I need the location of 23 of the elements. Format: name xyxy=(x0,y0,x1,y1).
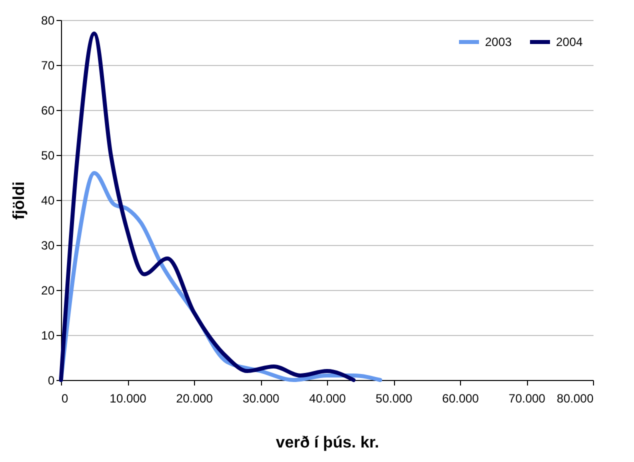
x-tick-label: 70.000 xyxy=(508,392,546,406)
x-tick-label: 40.000 xyxy=(309,392,346,406)
y-tick-label: 80 xyxy=(41,14,55,28)
x-tick-label: 30.000 xyxy=(242,392,280,406)
y-tick-label: 40 xyxy=(41,194,55,208)
y-tick-label: 70 xyxy=(41,58,55,72)
y-tick-label: 60 xyxy=(41,104,55,118)
x-tick-label: 50.000 xyxy=(376,392,413,406)
y-tick-label: 30 xyxy=(41,238,55,252)
x-tick-label: 10.000 xyxy=(110,392,147,406)
y-axis-title: fjöldi xyxy=(11,181,28,220)
y-tick-label: 20 xyxy=(41,284,55,298)
x-tick-label: 20.000 xyxy=(176,392,214,406)
legend-label: 2004 xyxy=(556,35,584,49)
y-tick-label: 50 xyxy=(41,148,55,162)
y-tick-label: 10 xyxy=(41,328,55,342)
y-tick-label: 0 xyxy=(48,374,55,388)
x-tick-label: 0 xyxy=(62,392,68,406)
line-series xyxy=(59,32,356,382)
x-axis-title: verð í þús. kr. xyxy=(276,434,380,452)
x-tick-label: 60.000 xyxy=(442,392,480,406)
x-tick-label: 80.000 xyxy=(556,392,594,406)
legend-label: 2003 xyxy=(485,35,512,49)
